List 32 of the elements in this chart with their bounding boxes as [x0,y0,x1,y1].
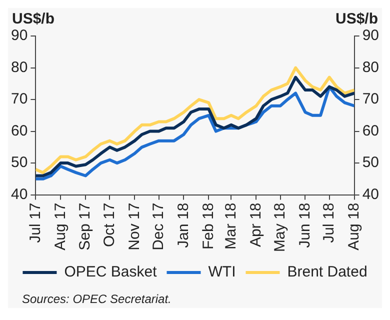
y2-tick-label: 50 [362,154,380,172]
legend-label: Brent Dated [287,264,368,281]
x-tick-label: Feb 18 [200,202,217,250]
y2-tick-label: 70 [362,90,380,108]
y-tick-label: 60 [10,122,28,140]
y-tick-label: 70 [10,90,28,108]
x-tick-label: Jun 18 [296,202,314,248]
x-tick-label: Aug 18 [345,202,362,250]
x-tick-label: Dec 17 [150,202,167,250]
y2-tick-label: 80 [362,58,380,76]
x-tick-label: Jul 17 [26,202,44,243]
y2-tick-label: 60 [362,122,380,140]
y-tick-label: 50 [10,154,28,172]
x-tick-label: Mar 18 [222,202,240,250]
y-tick-label: 40 [10,186,28,203]
legend-label: OPEC Basket [64,264,158,281]
x-tick-label: Oct 17 [100,202,118,247]
x-tick-label: May 18 [271,202,288,252]
x-tick-label: Jan 18 [174,202,192,248]
x-tick-label: Aug 17 [52,202,69,250]
legend-label: WTI [208,264,236,281]
x-tick-label: Jul 18 [320,202,338,243]
y-tick-label: 90 [10,27,28,44]
y-tick-label: 80 [10,58,28,76]
y-axis-title: US$/b [12,10,55,28]
source-note: Sources: OPEC Secretariat. [21,291,172,308]
y2-axis-title: US$/b [335,10,378,28]
x-tick-label: Sep 17 [76,202,94,250]
x-tick-label: Nov 17 [126,202,143,250]
y2-tick-label: 90 [362,27,380,44]
y2-tick-label: 40 [362,186,380,203]
x-tick-label: Apr 18 [247,202,264,248]
